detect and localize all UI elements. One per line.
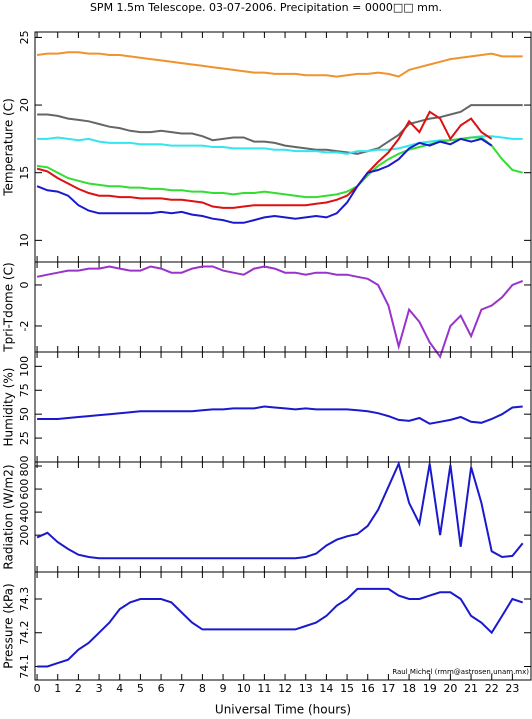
data-line — [36, 460, 524, 560]
y-tick-label: -2 — [18, 320, 31, 331]
x-tick-label: 0 — [34, 682, 41, 695]
x-tick-label: 21 — [464, 682, 478, 695]
data-line — [36, 110, 493, 209]
y-tick-label: 10 — [18, 233, 31, 247]
y-tick-label: 74.2 — [18, 621, 31, 646]
x-tick-label: 2 — [75, 682, 82, 695]
x-tick-label: 19 — [423, 682, 437, 695]
data-line — [37, 405, 523, 425]
x-tick-label: 14 — [319, 682, 333, 695]
x-tick-label: 10 — [237, 682, 251, 695]
data-line — [36, 137, 493, 224]
x-tick-label: 11 — [257, 682, 271, 695]
x-tick-label: 22 — [485, 682, 499, 695]
data-line — [37, 135, 523, 155]
data-line — [37, 104, 523, 155]
y-tick-label: 800 — [18, 456, 31, 477]
y-tick-label: 25 — [18, 431, 31, 445]
x-tick-label: 12 — [278, 682, 292, 695]
y-tick-label: 25 — [18, 30, 31, 44]
x-tick-label: 3 — [96, 682, 103, 695]
x-tick-label: 20 — [443, 682, 457, 695]
y-tick-label: 20 — [18, 98, 31, 112]
x-tick-label: 6 — [158, 682, 165, 695]
x-tick-label: 5 — [137, 682, 144, 695]
chart-title: SPM 1.5m Telescope. 03-07-2006. Precipit… — [90, 1, 442, 14]
y-axis-title: Humidity (%) — [2, 368, 16, 447]
y-tick-label: 100 — [18, 356, 31, 377]
data-line — [37, 587, 524, 668]
panel-frame — [34, 261, 532, 353]
x-tick-label: 16 — [361, 682, 375, 695]
x-tick-label: 23 — [505, 682, 519, 695]
panel-frame — [34, 351, 532, 463]
data-line — [36, 136, 523, 199]
y-axis-title: Pressure (kPa) — [2, 583, 16, 668]
data-line — [36, 51, 523, 78]
panel-frame — [34, 31, 532, 263]
x-tick-label: 9 — [220, 682, 227, 695]
y-tick-label: 74.3 — [18, 587, 31, 612]
x-tick-label: 4 — [116, 682, 123, 695]
data-line — [36, 265, 524, 359]
y-tick-label: 200 — [18, 525, 31, 546]
y-tick-label: 600 — [18, 479, 31, 500]
x-tick-label: 7 — [178, 682, 185, 695]
y-tick-label: 0 — [18, 281, 31, 288]
y-tick-label: 74.1 — [18, 654, 31, 679]
y-axis-title: Temperature (C) — [2, 98, 16, 197]
x-tick-label: 17 — [381, 682, 395, 695]
x-tick-label: 18 — [402, 682, 416, 695]
x-axis-title: Universal Time (hours) — [215, 703, 351, 717]
y-tick-label: 15 — [18, 166, 31, 180]
y-tick-label: 75 — [18, 383, 31, 397]
x-tick-label: 15 — [340, 682, 354, 695]
panel-frame — [34, 571, 532, 681]
y-axis-title: Radiation (W/m2) — [2, 464, 16, 569]
x-tick-label: 13 — [299, 682, 313, 695]
y-tick-label: 50 — [18, 407, 31, 421]
x-tick-label: 8 — [199, 682, 206, 695]
credit: Raul Michel (rmm@astrosen.unam.mx) — [392, 668, 529, 676]
y-tick-label: 400 — [18, 502, 31, 523]
x-tick-label: 1 — [54, 682, 61, 695]
y-axis-title: Tpri-Tdome (C) — [2, 262, 16, 352]
